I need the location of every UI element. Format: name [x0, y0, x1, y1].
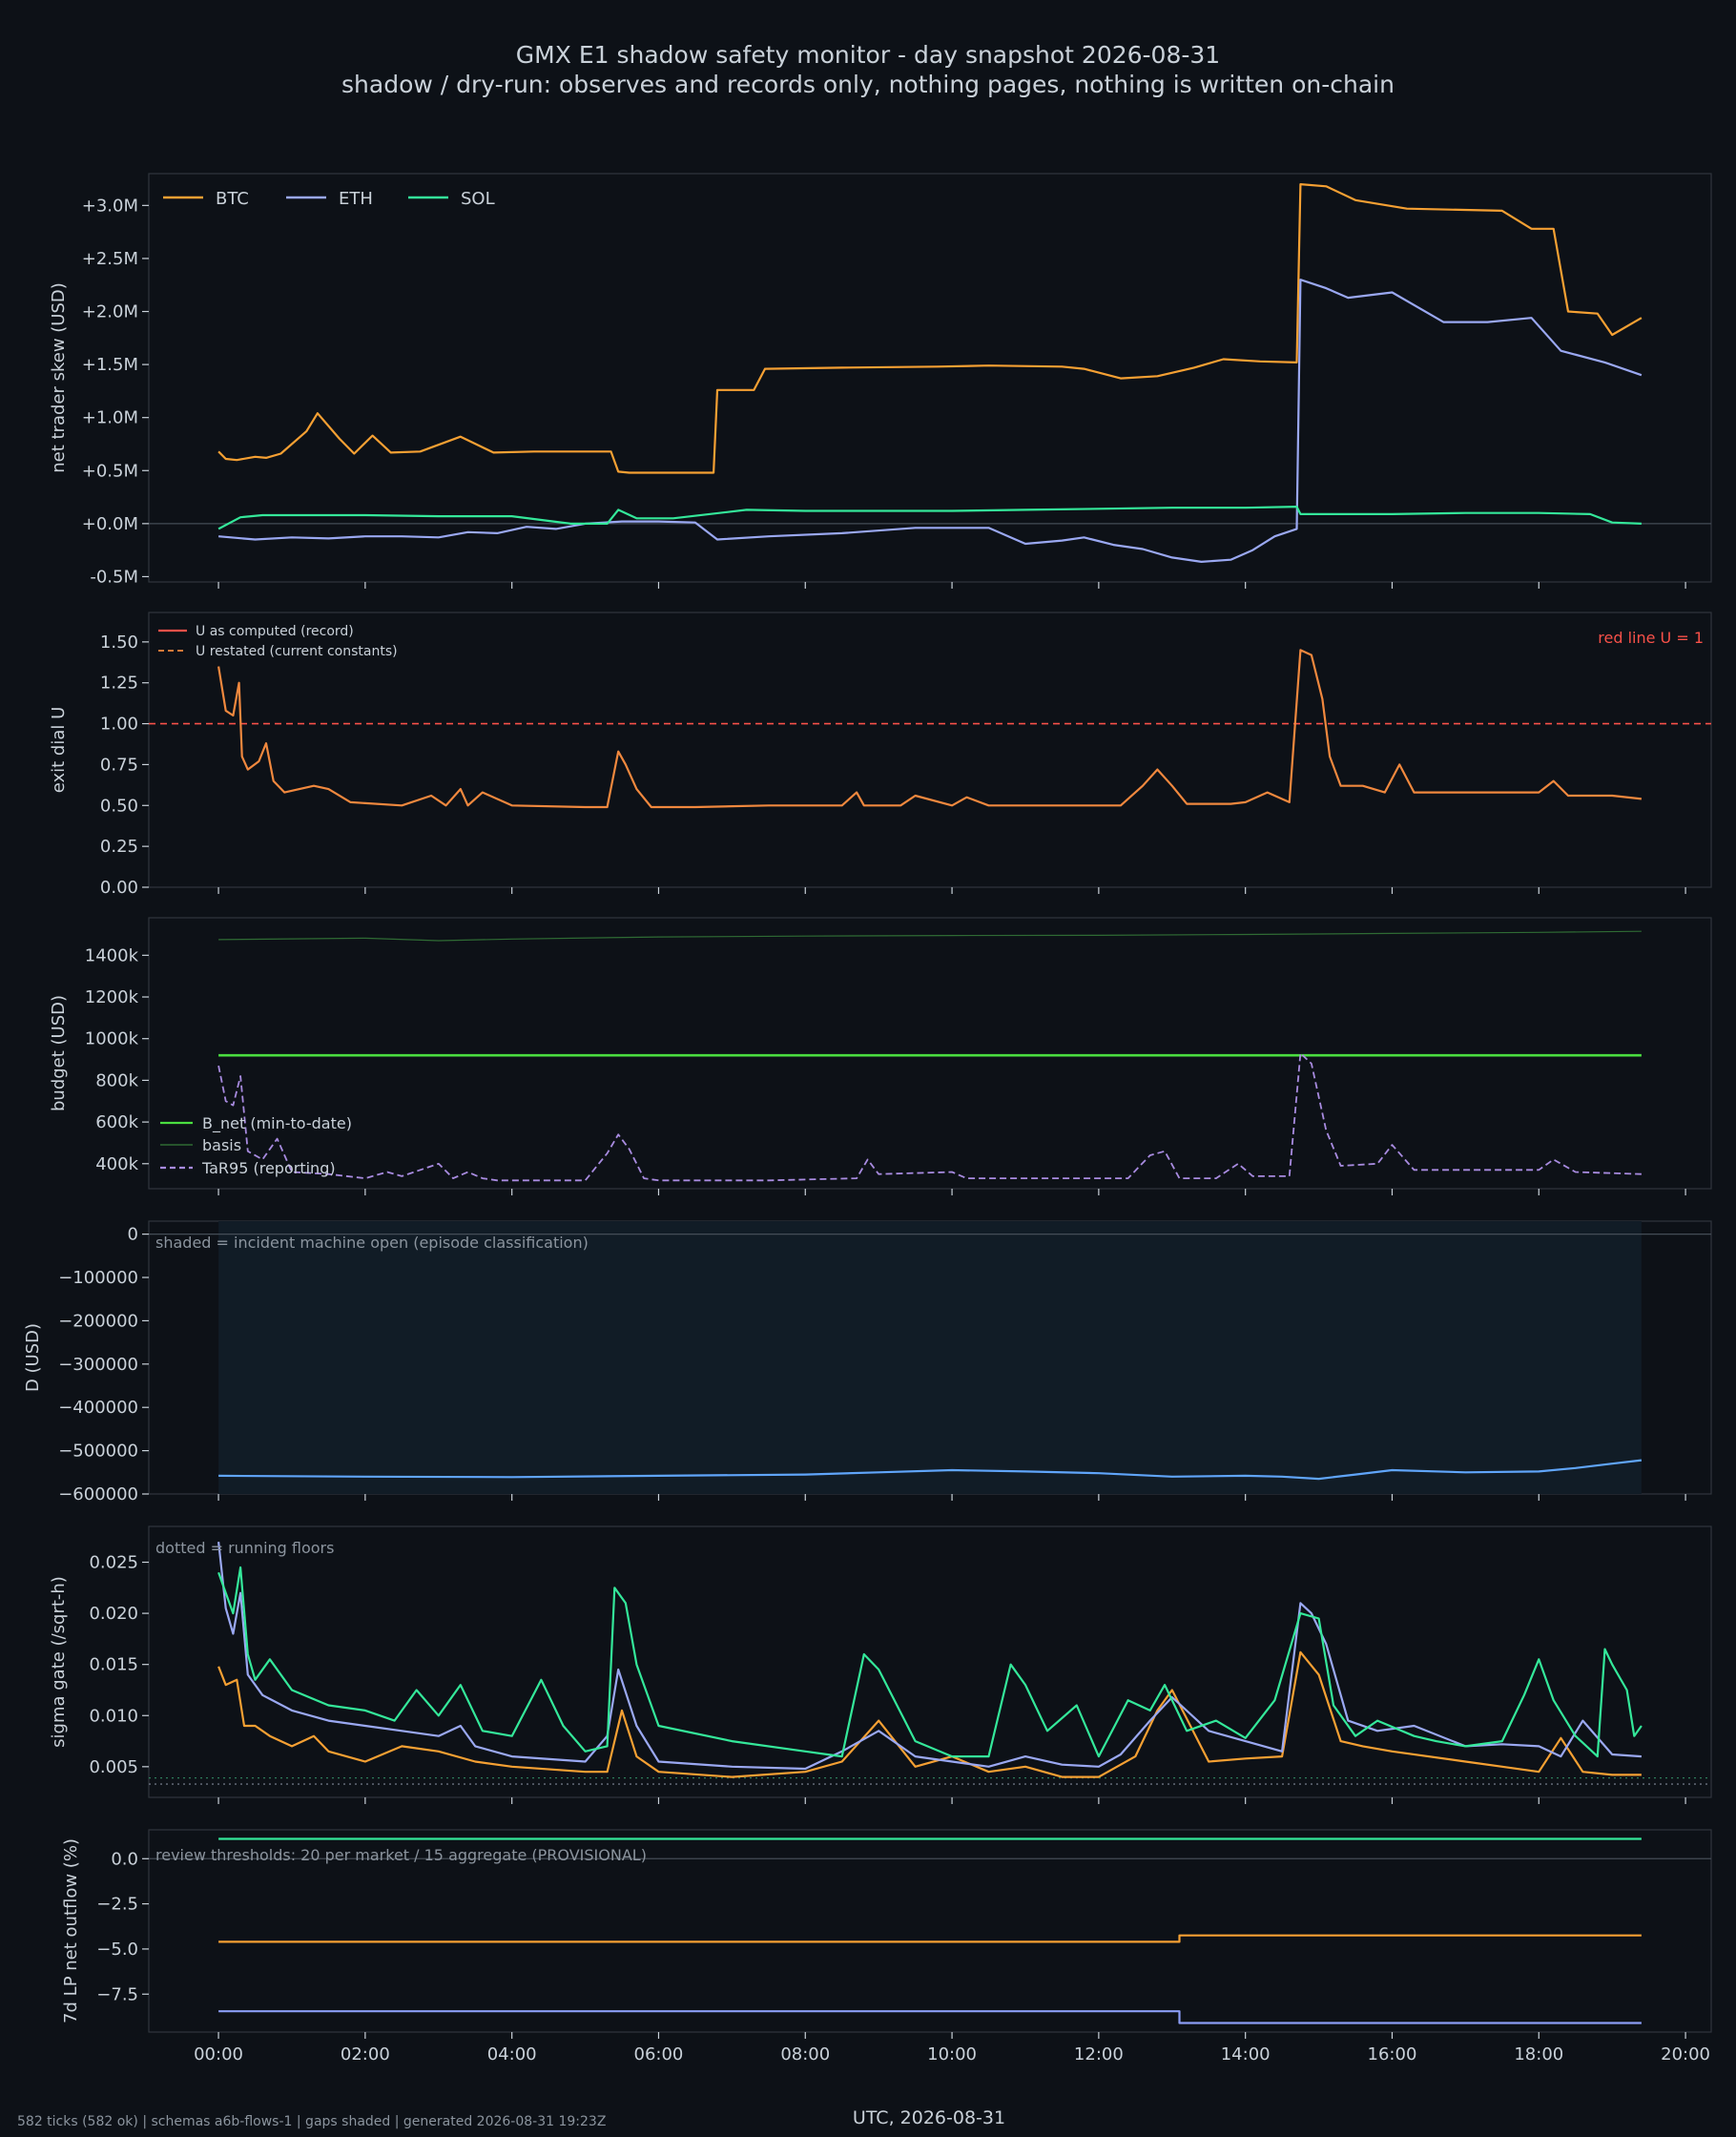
y-tick-label: −400000 [58, 1398, 138, 1418]
legend-label: SOL [461, 189, 495, 209]
y-tick-label: −2.5 [96, 1895, 138, 1915]
y-tick-label: +0.5M [82, 461, 138, 481]
series-line-sol [217, 1566, 1643, 1758]
y-tick-label: 0.015 [89, 1655, 138, 1675]
y-tick-label: +2.5M [82, 249, 138, 269]
y-tick-label: +1.5M [82, 355, 138, 375]
legend-label: TaR95 (reporting) [201, 1159, 336, 1177]
panel-frame [148, 1525, 1712, 1798]
y-tick-label: +2.0M [82, 302, 138, 322]
series-line-btc [217, 183, 1643, 474]
x-tick-label: 04:00 [487, 2044, 537, 2064]
panel-annotation: review thresholds: 20 per market / 15 ag… [155, 1846, 647, 1864]
y-tick-label: 0.010 [89, 1706, 138, 1726]
y-tick-label: +0.0M [82, 514, 138, 534]
y-tick-label: 600k [95, 1112, 138, 1132]
x-tick-label: 08:00 [780, 2044, 830, 2064]
y-tick-label: −7.5 [96, 1984, 138, 2004]
y-tick-label: 800k [95, 1070, 138, 1090]
panel-sigma: 0.025 0.020 0.015 0.010 0.005 sigma gate (/sq… [49, 1525, 1712, 1804]
x-tick-label: 10:00 [927, 2044, 977, 2064]
y-tick-label: 400k [95, 1154, 138, 1174]
y-tick-label: 0.75 [100, 755, 138, 775]
panel-annotation: shaded = incident machine open (episode … [155, 1234, 589, 1252]
y-axis-label: D (USD) [23, 1323, 43, 1392]
panel-frame [148, 173, 1712, 583]
x-tick-label: 02:00 [341, 2044, 390, 2064]
y-tick-label: 0.00 [100, 878, 138, 898]
y-tick-label: 1.25 [100, 674, 138, 694]
series-line-btc [218, 1934, 1642, 1943]
y-tick-label: 0.0 [111, 1849, 138, 1869]
x-tick-label: 18:00 [1514, 2044, 1563, 2064]
series-line-u-restated-current-constants- [217, 649, 1643, 809]
y-tick-label: −200000 [58, 1311, 138, 1331]
y-tick-label: −300000 [58, 1355, 138, 1375]
chart-panels: +3.0M +2.5M +2.0M +1.5M +1.0M +0.5M +0.0M -0.5M… [23, 173, 1712, 2064]
y-axis-label: 7d LP net outflow (%) [61, 1838, 81, 2023]
y-tick-label: 0 [128, 1225, 138, 1245]
y-tick-label: 0.50 [100, 796, 138, 816]
x-tick-label: 06:00 [634, 2044, 684, 2064]
x-tick-label: 00:00 [194, 2044, 243, 2064]
figure-subtitle: shadow / dry-run: observes and records o… [341, 71, 1395, 98]
y-tick-label: −600000 [58, 1484, 138, 1504]
x-axis-label: UTC, 2026-08-31 [853, 2107, 1005, 2128]
series-line-btc [217, 1650, 1642, 1778]
series-line-eth [218, 279, 1643, 563]
series-line-sol [217, 506, 1642, 530]
series-line-basis [218, 930, 1642, 942]
y-tick-label: −5.0 [96, 1940, 138, 1960]
legend-label: U as computed (record) [196, 624, 354, 639]
legend-label: BTC [216, 189, 249, 209]
legend-label: basis [202, 1136, 241, 1154]
series-line-d [218, 1459, 1643, 1481]
series-line-eth [218, 2010, 1642, 2024]
panel-skew: +3.0M +2.5M +2.0M +1.5M +1.0M +0.5M +0.0M -0.5M… [49, 173, 1712, 589]
y-axis-label: exit dial U [49, 707, 69, 794]
y-tick-label: 1000k [85, 1029, 139, 1049]
legend-label: ETH [339, 189, 373, 209]
panel-frame [148, 917, 1712, 1190]
y-tick-label: 1200k [85, 987, 139, 1007]
y-tick-label: 0.005 [89, 1757, 138, 1777]
series-line-eth [217, 1541, 1642, 1771]
x-tick-label: 20:00 [1661, 2044, 1710, 2064]
y-tick-label: 1.00 [100, 715, 138, 735]
panel-frame [148, 612, 1712, 888]
panel-dial: red line U = 1 1.50 1.25 1.00 0.75 0.50 0.25 0.… [49, 612, 1712, 898]
panel-frame [148, 1829, 1712, 2033]
x-tick-label: 14:00 [1221, 2044, 1271, 2064]
x-tick-label: 12:00 [1074, 2044, 1124, 2064]
y-axis-label: budget (USD) [49, 995, 69, 1111]
series-line-tar95-reporting- [217, 1052, 1642, 1182]
y-tick-label: 0.25 [100, 837, 138, 857]
panel-outflow: 0.0 −2.5 −5.0 −7.5 00:00 02:00 04:00 06:00 08:00… [61, 1829, 1712, 2064]
panel-d: 0 −100000 −200000 −300000 −400000 −500000 −600… [23, 1220, 1712, 1504]
y-tick-label: -0.5M [90, 567, 138, 587]
y-tick-label: 0.020 [89, 1604, 138, 1624]
legend-label: B_net (min-to-date) [202, 1114, 352, 1133]
x-tick-label: 16:00 [1368, 2044, 1417, 2064]
y-tick-label: −500000 [58, 1442, 138, 1462]
y-tick-label: 1.50 [100, 633, 138, 653]
footer-status: 582 ticks (582 ok) | schemas a6b-flows-1… [17, 2114, 606, 2129]
incident-shading [218, 1221, 1642, 1494]
legend-label: U restated (current constants) [196, 644, 398, 659]
red-line-label: red line U = 1 [1598, 629, 1704, 647]
y-axis-label: net trader skew (USD) [49, 282, 69, 473]
panel-budget: 1400k 1200k 1000k 800k 600k 400k budget (USD) B… [49, 917, 1712, 1195]
y-axis-label: sigma gate (/sqrt-h) [49, 1576, 69, 1748]
panel-annotation: dotted = running floors [155, 1539, 334, 1557]
y-tick-label: −100000 [58, 1268, 138, 1288]
y-tick-label: 1400k [85, 945, 139, 965]
figure-title: GMX E1 shadow safety monitor - day snaps… [516, 41, 1220, 69]
y-tick-label: +3.0M [82, 196, 138, 216]
y-tick-label: 0.025 [89, 1553, 138, 1573]
y-tick-label: +1.0M [82, 408, 138, 428]
